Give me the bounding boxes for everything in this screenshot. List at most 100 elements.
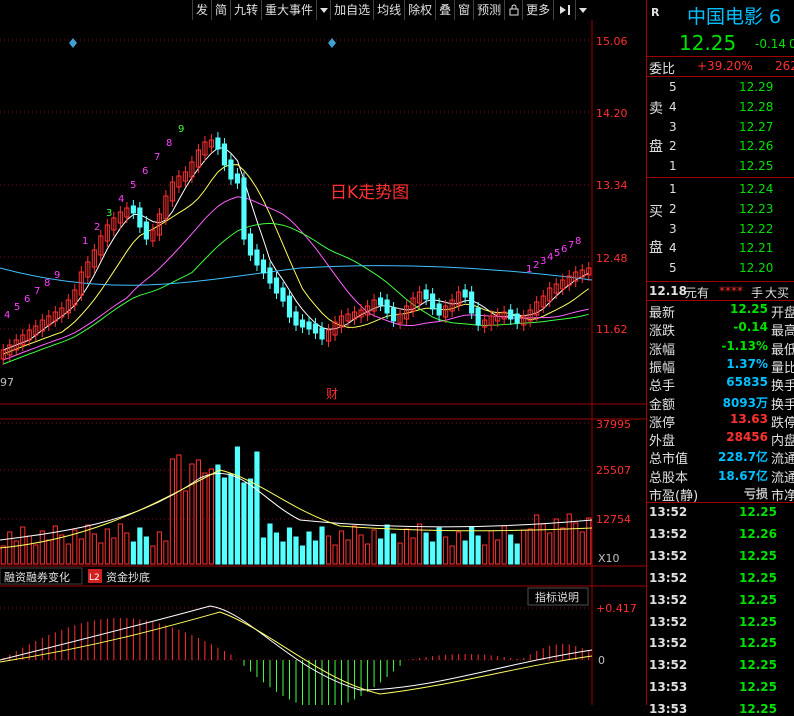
candle-body [117,211,123,224]
nine-turn-label: 4 [118,194,124,205]
volume-bar [423,532,429,565]
macd-tick: 0 [598,654,605,667]
toolbar-major-events[interactable]: 重大事件 [261,0,316,20]
bid-level: 4 [669,241,677,256]
candle-body [39,319,45,332]
volume-bar [137,527,143,565]
volume-bar [371,529,377,565]
major-events-dropdown[interactable] [316,0,330,20]
tab-margin-trading-label: 融资融券变化 [4,570,70,584]
event-diamond-icon[interactable] [69,38,77,48]
l2-badge[interactable] [88,569,102,583]
candle-body [514,313,520,324]
candle-body [228,159,234,180]
indicator-help-label: 指标说明 [535,590,579,604]
toolbar-fa[interactable]: 发 [192,0,211,20]
volume-bar [52,525,58,565]
toolbar-overlay[interactable]: 叠 [435,0,454,20]
candlesticks[interactable] [0,132,592,365]
volume-bar [85,524,91,565]
lock-icon[interactable] [504,0,522,20]
volume-bar [202,472,208,565]
current-price: 12.25 [679,31,737,55]
candle-body [325,329,332,342]
trade-price: 12.25 [739,570,777,585]
date-fragment: 97 [0,376,14,389]
trade-price: 12.25 [739,548,777,563]
candle-body [13,339,19,351]
candle-body [449,299,455,312]
candle-body [104,224,110,242]
stat-label: 涨跌 [649,324,676,340]
volume-bar [384,524,390,565]
candle-body [143,221,149,240]
ask-price: 12.25 [739,159,774,174]
stat-label: 总手 [649,379,676,395]
trade-time: 13:52 [649,505,688,519]
indicator-help-button[interactable] [527,587,589,606]
candle-body [247,233,254,256]
tab-capital-bottom[interactable]: 资金抄底 [106,570,150,584]
volume-bar [208,468,215,565]
event-diamond-icon[interactable] [328,38,336,48]
candle-body [273,277,280,294]
tab-margin-trading[interactable] [0,567,83,585]
price-tick: 11.62 [596,323,628,336]
event-marker-cai[interactable]: 财 [326,387,338,401]
ma-line [0,265,593,286]
stat-label: 振幅 [649,360,676,376]
lock-icon-glyph [509,4,519,16]
volume-bar [475,535,481,565]
trade-price: 12.25 [739,702,777,716]
volume-tick: 25507 [596,464,631,477]
candle-body [443,305,449,318]
candle-body [182,171,188,182]
stat-value: 13.63 [730,411,768,426]
trade-price: 12.25 [739,680,777,695]
toolbar-forecast[interactable]: 预测 [473,0,504,20]
nine-turn-label: 2 [533,260,539,271]
candle-body [52,311,58,322]
toolbar-more[interactable]: 更多 [522,0,553,20]
candle-body [280,287,286,302]
price-tick: 15.06 [596,35,628,48]
candle-body [586,267,592,276]
candle-body [46,315,52,326]
collapse-panel-icon[interactable] [553,0,575,20]
price-tick: 12.48 [596,252,628,265]
trade-price: 12.25 [739,592,777,607]
volume-bars[interactable] [0,446,592,565]
volume-bar [241,482,247,565]
stat-value: 亏损 [743,487,768,501]
buy-label-2: 盘 [649,240,663,256]
candle-body [566,275,572,286]
trade-time: 13:52 [649,570,688,585]
ask-price: 12.27 [739,119,774,134]
toolbar-ma[interactable]: 均线 [373,0,404,20]
candle-body [560,279,566,290]
toolbar-window[interactable]: 窗 [454,0,473,20]
toolbar-jian[interactable]: 简 [211,0,230,20]
toolbar-ex-rights[interactable]: 除权 [404,0,435,20]
bid-level: 3 [669,221,677,236]
volume-bar [26,535,32,565]
nine-turn-label: 4 [547,252,553,263]
volume-bar [449,545,455,565]
volume-ma-line [0,469,593,549]
panel-dropdown[interactable] [575,0,589,20]
volume-bar [404,528,410,565]
volume-bar [469,526,475,565]
stat-label: 总股本 [649,470,689,486]
toolbar-nine-turn[interactable]: 九转 [230,0,261,20]
volume-bar [46,539,52,565]
stock-name: 中国电影 6 [687,6,782,28]
stat-value: -0.14 [733,320,768,335]
volume-bar [456,531,462,565]
volume-ma-lines [0,469,593,549]
toolbar-add-watchlist[interactable]: 加自选 [330,0,373,20]
ask-level: 4 [669,99,677,114]
volume-bar [104,528,110,565]
candle-body [202,141,208,156]
nine-turn-label: 2 [94,222,100,233]
